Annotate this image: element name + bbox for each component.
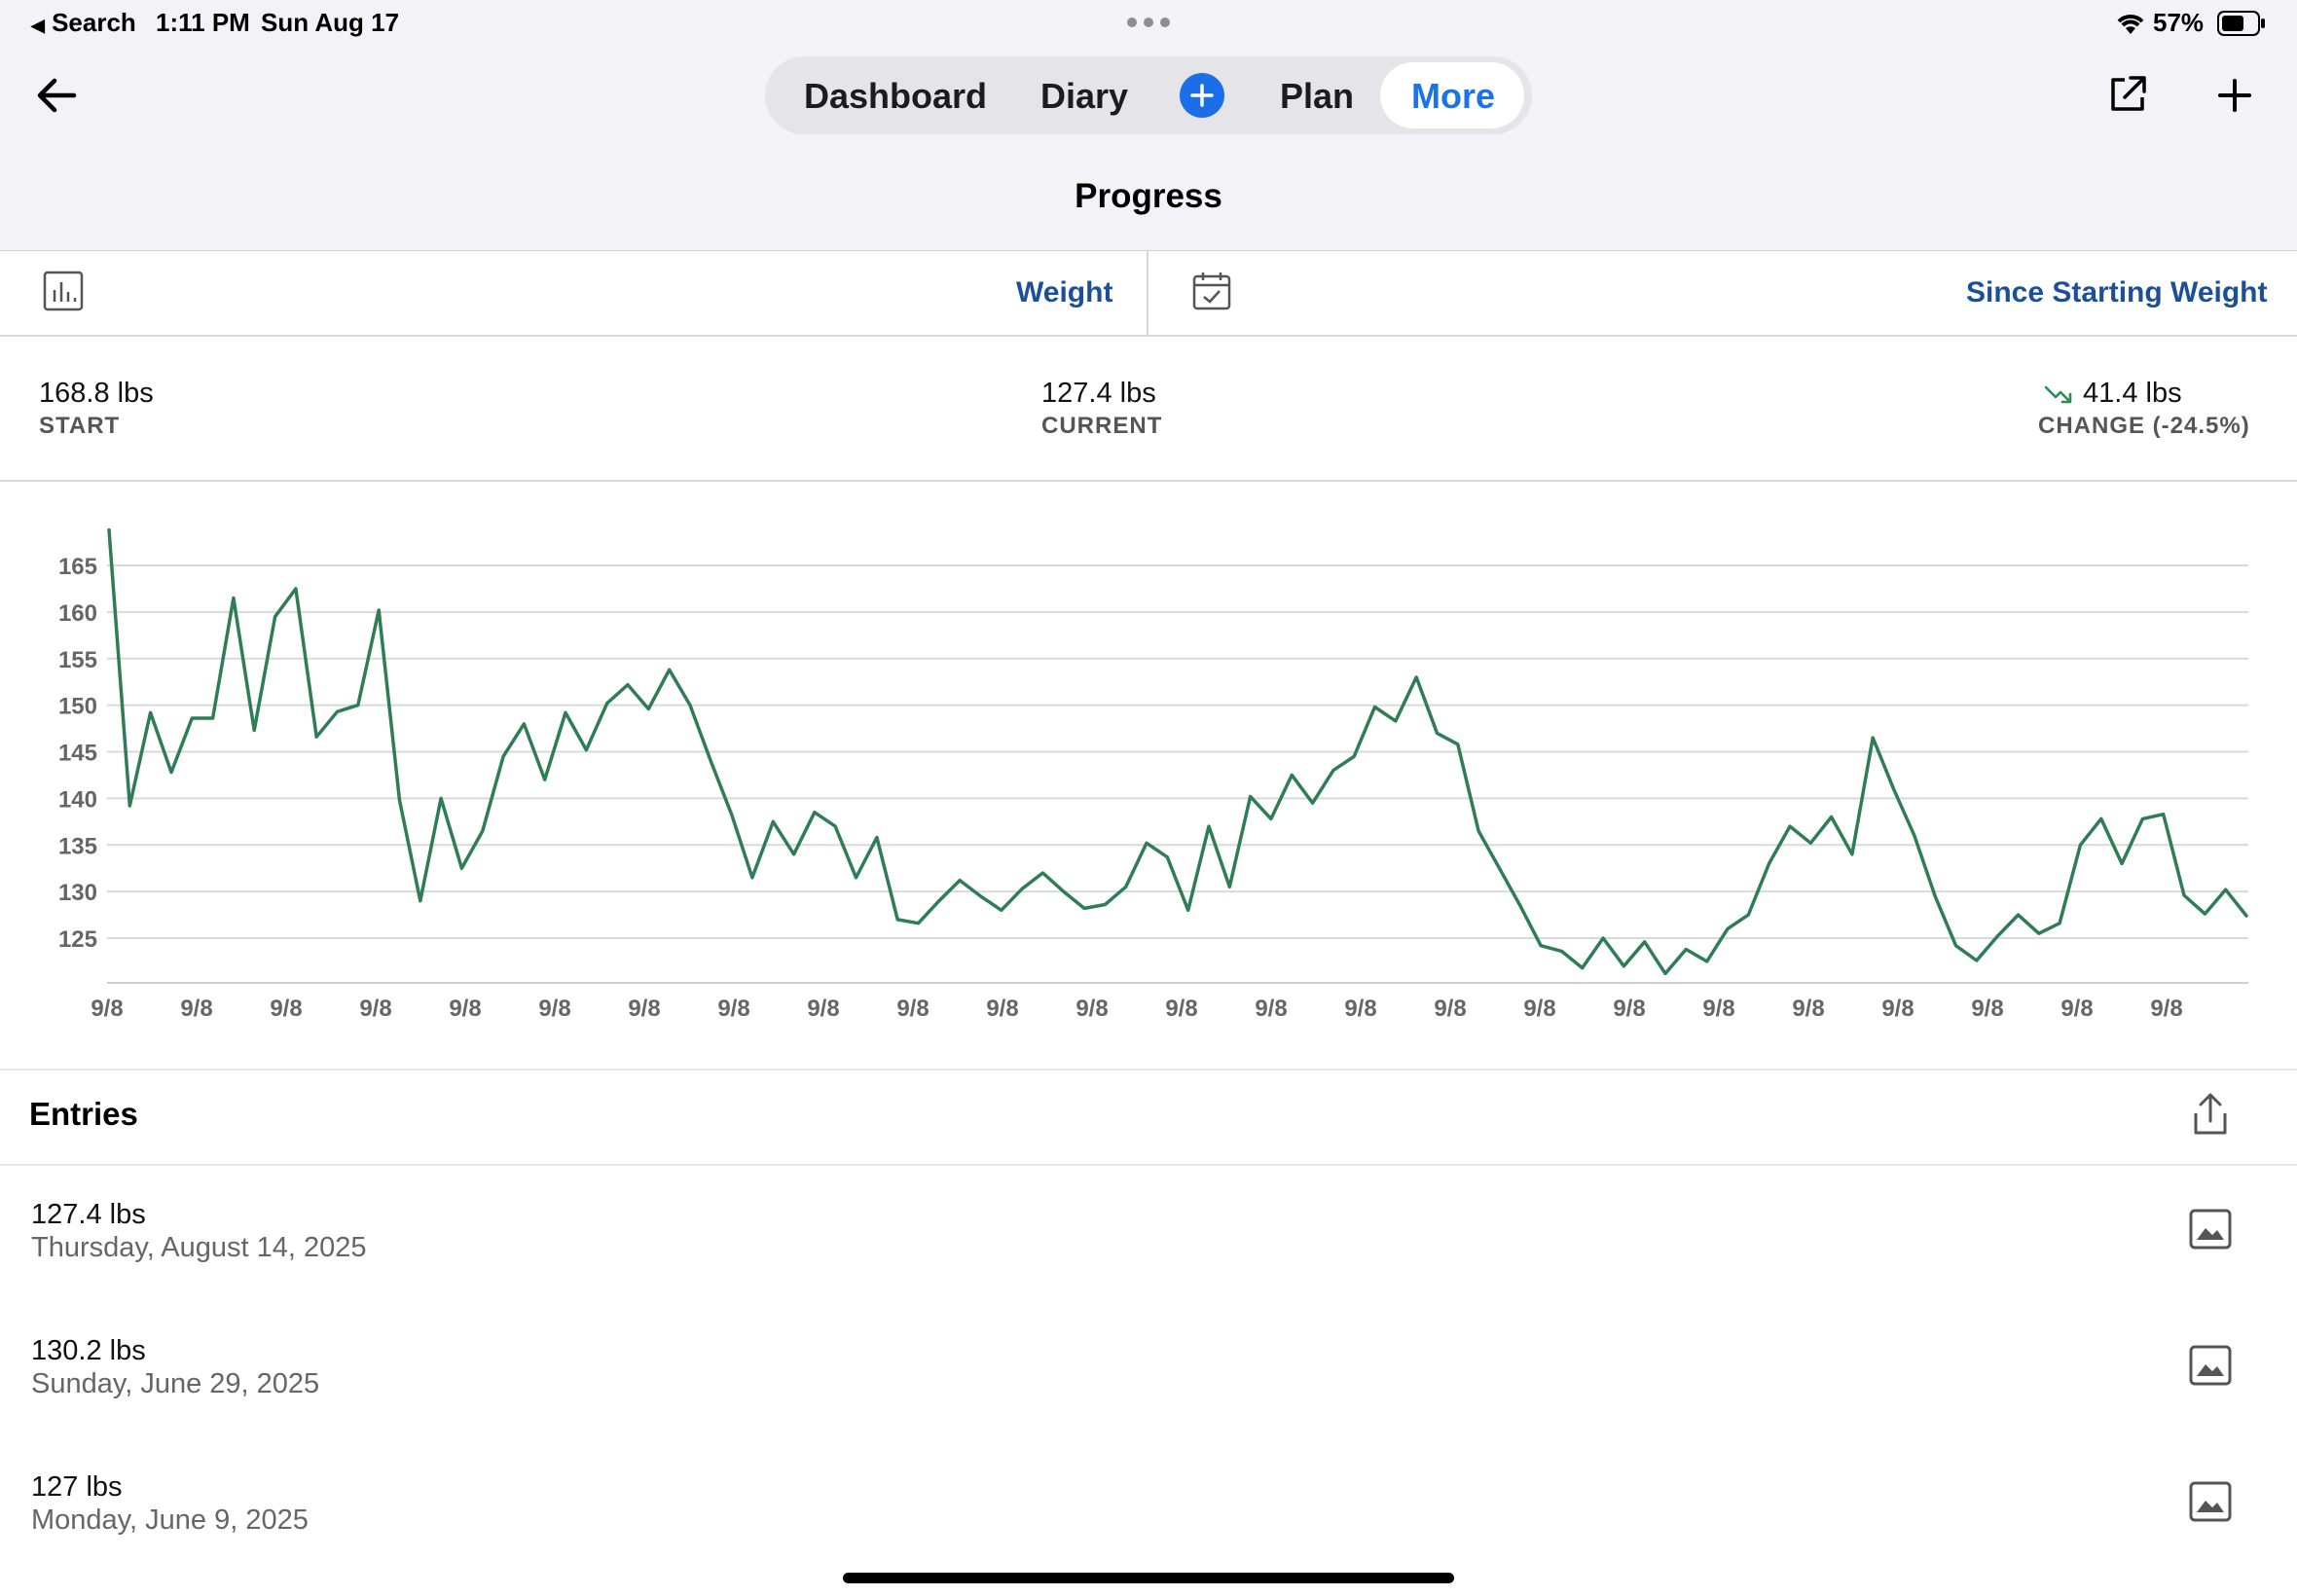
entry-weight: 127 lbs bbox=[31, 1471, 123, 1503]
x-tick-label: 9/8 bbox=[1881, 996, 1914, 1022]
photo-icon[interactable] bbox=[2189, 1481, 2232, 1527]
status-back-app[interactable]: ◀ Search bbox=[31, 8, 136, 37]
calendar-check-icon[interactable] bbox=[1191, 271, 1232, 316]
status-date: Sun Aug 17 bbox=[261, 8, 400, 37]
battery-icon bbox=[2217, 11, 2266, 41]
main-tab-bar: Dashboard Diary Plan More bbox=[765, 56, 1532, 134]
x-tick-label: 9/8 bbox=[538, 996, 570, 1022]
quick-add-button[interactable] bbox=[1180, 73, 1224, 118]
x-tick-label: 9/8 bbox=[1702, 996, 1734, 1022]
x-tick-label: 9/8 bbox=[807, 996, 839, 1022]
range-selector[interactable]: Since Starting Weight bbox=[1966, 276, 2268, 308]
x-tick-label: 9/8 bbox=[986, 996, 1018, 1022]
x-tick-label: 9/8 bbox=[2150, 996, 2182, 1022]
multitasking-dots-icon[interactable] bbox=[1126, 16, 1171, 33]
tab-plan[interactable]: Plan bbox=[1280, 76, 1355, 116]
tab-dashboard[interactable]: Dashboard bbox=[804, 76, 988, 116]
y-tick-label: 150 bbox=[58, 694, 97, 720]
x-tick-label: 9/8 bbox=[717, 996, 749, 1022]
tab-more[interactable]: More bbox=[1411, 76, 1496, 116]
plus-icon bbox=[1190, 84, 1214, 107]
y-tick-label: 125 bbox=[58, 926, 97, 953]
photo-icon[interactable] bbox=[2189, 1345, 2232, 1391]
x-tick-label: 9/8 bbox=[1255, 996, 1287, 1022]
home-indicator[interactable] bbox=[843, 1573, 1454, 1583]
x-tick-label: 9/8 bbox=[1165, 996, 1197, 1022]
x-tick-label: 9/8 bbox=[1344, 996, 1376, 1022]
tab-diary[interactable]: Diary bbox=[1040, 76, 1129, 116]
battery-percent: 57% bbox=[2153, 8, 2205, 37]
entry-date: Monday, June 9, 2025 bbox=[31, 1505, 309, 1536]
change-weight-caption: CHANGE (-24.5%) bbox=[2038, 413, 2250, 439]
x-tick-label: 9/8 bbox=[1792, 996, 1824, 1022]
y-tick-label: 135 bbox=[58, 833, 97, 859]
x-tick-label: 9/8 bbox=[628, 996, 660, 1022]
trend-down-icon bbox=[2044, 383, 2073, 412]
entry-weight: 127.4 lbs bbox=[31, 1199, 146, 1230]
x-tick-label: 9/8 bbox=[180, 996, 212, 1022]
add-icon[interactable] bbox=[2215, 76, 2254, 120]
start-weight-value: 168.8 lbs bbox=[39, 378, 154, 409]
x-tick-label: 9/8 bbox=[270, 996, 302, 1022]
wifi-icon bbox=[2114, 9, 2147, 41]
weight-series-line bbox=[107, 527, 2248, 976]
weight-chart: 125 130 135 140 145 150 155 160 165 9/8 9/8 9/8 9/8 9… bbox=[0, 483, 2297, 1067]
entries-title: Entries bbox=[29, 1096, 138, 1132]
start-weight-caption: START bbox=[39, 413, 121, 439]
current-weight-value: 127.4 lbs bbox=[1041, 378, 1156, 409]
x-tick-label: 9/8 bbox=[359, 996, 391, 1022]
weight-summary: 168.8 lbs START 127.4 lbs CURRENT 41.4 l… bbox=[0, 337, 2297, 482]
entry-date: Sunday, June 29, 2025 bbox=[31, 1368, 320, 1399]
entry-weight: 130.2 lbs bbox=[31, 1335, 146, 1366]
x-tick-label: 9/8 bbox=[1971, 996, 2003, 1022]
back-arrow-icon[interactable] bbox=[35, 76, 78, 120]
x-tick-label: 9/8 bbox=[2060, 996, 2093, 1022]
y-tick-label: 145 bbox=[58, 741, 97, 767]
current-weight-caption: CURRENT bbox=[1041, 413, 1163, 439]
y-tick-label: 130 bbox=[58, 880, 97, 906]
open-external-icon[interactable] bbox=[2107, 74, 2148, 120]
filter-row: Weight Since Starting Weight bbox=[0, 251, 2297, 337]
y-tick-label: 165 bbox=[58, 554, 97, 580]
photo-icon[interactable] bbox=[2189, 1209, 2232, 1254]
list-item[interactable]: 127 lbs Monday, June 9, 2025 bbox=[0, 1436, 2297, 1573]
entry-date: Thursday, August 14, 2025 bbox=[31, 1232, 367, 1263]
change-weight-value: 41.4 lbs bbox=[2083, 378, 2182, 409]
divider bbox=[1147, 251, 1148, 335]
status-time: 1:11 PM bbox=[156, 8, 250, 37]
metric-selector[interactable]: Weight bbox=[1016, 276, 1113, 308]
x-tick-label: 9/8 bbox=[896, 996, 929, 1022]
x-tick-label: 9/8 bbox=[1076, 996, 1108, 1022]
x-tick-label: 9/8 bbox=[91, 996, 123, 1022]
back-triangle-icon: ◀ bbox=[31, 16, 45, 35]
entries-header: Entries bbox=[0, 1069, 2297, 1166]
x-tick-label: 9/8 bbox=[1523, 996, 1555, 1022]
page-title: Progress bbox=[1075, 177, 1222, 215]
y-tick-label: 140 bbox=[58, 786, 97, 813]
export-icon[interactable] bbox=[2190, 1092, 2231, 1142]
active-tab-highlight bbox=[1380, 62, 1524, 128]
x-tick-label: 9/8 bbox=[449, 996, 481, 1022]
x-tick-label: 9/8 bbox=[1613, 996, 1645, 1022]
y-tick-label: 160 bbox=[58, 600, 97, 627]
bar-chart-icon[interactable] bbox=[43, 271, 84, 316]
list-item[interactable]: 130.2 lbs Sunday, June 29, 2025 bbox=[0, 1300, 2297, 1436]
x-tick-label: 9/8 bbox=[1434, 996, 1466, 1022]
list-item[interactable]: 127.4 lbs Thursday, August 14, 2025 bbox=[0, 1164, 2297, 1300]
y-tick-label: 155 bbox=[58, 647, 97, 673]
weight-chart-svg: 125 130 135 140 145 150 155 160 165 9/8 9/8 9/8 9/8 9… bbox=[58, 527, 2248, 1022]
